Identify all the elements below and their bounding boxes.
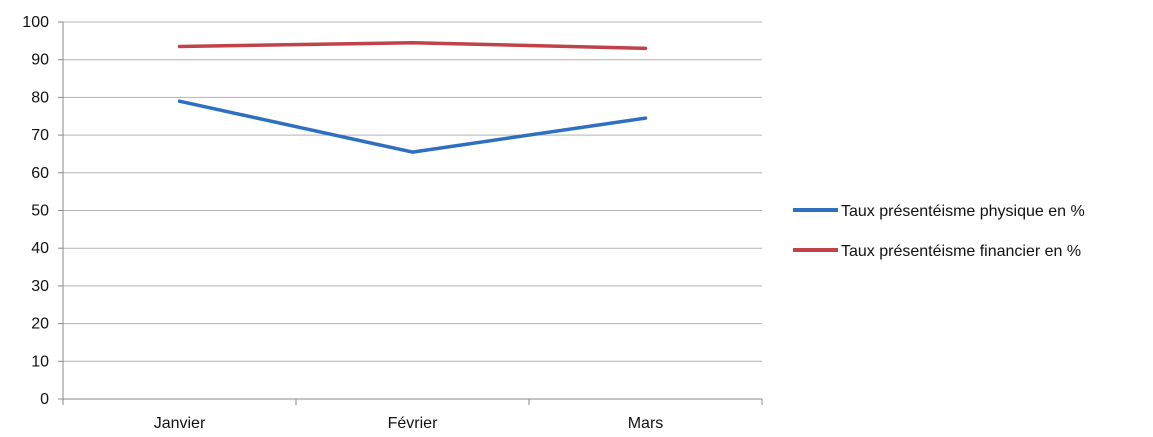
series-line-1 bbox=[177, 99, 648, 154]
y-tick-label: 30 bbox=[31, 278, 49, 295]
y-tick-label: 0 bbox=[40, 391, 49, 408]
legend-label: Taux présentéisme physique en % bbox=[841, 203, 1085, 220]
x-axis-ticks: Janvier Février Mars bbox=[62, 399, 763, 432]
y-tick-label: 60 bbox=[31, 165, 49, 182]
legend-label: Taux présentéisme financier en % bbox=[841, 243, 1081, 260]
x-tick-label: Février bbox=[388, 415, 438, 432]
y-tick-label: 40 bbox=[31, 240, 49, 257]
legend: Taux présentéisme physique en % Taux prés… bbox=[793, 203, 1085, 260]
x-tick-label: Janvier bbox=[154, 415, 206, 432]
y-tick-label: 100 bbox=[22, 14, 49, 31]
y-tick-label: 20 bbox=[31, 316, 49, 333]
y-tick-label: 80 bbox=[31, 89, 49, 106]
gridlines bbox=[63, 21, 762, 362]
series-lines bbox=[177, 40, 648, 154]
y-tick-label: 90 bbox=[31, 52, 49, 69]
y-tick-label: 50 bbox=[31, 203, 49, 220]
y-tick-label: 70 bbox=[31, 127, 49, 144]
x-tick-label: Mars bbox=[628, 415, 664, 432]
y-axis-ticks: 0 10 20 30 40 50 60 70 80 90 100 bbox=[22, 14, 63, 408]
series-line-2 bbox=[177, 40, 648, 51]
y-tick-label: 10 bbox=[31, 353, 49, 370]
